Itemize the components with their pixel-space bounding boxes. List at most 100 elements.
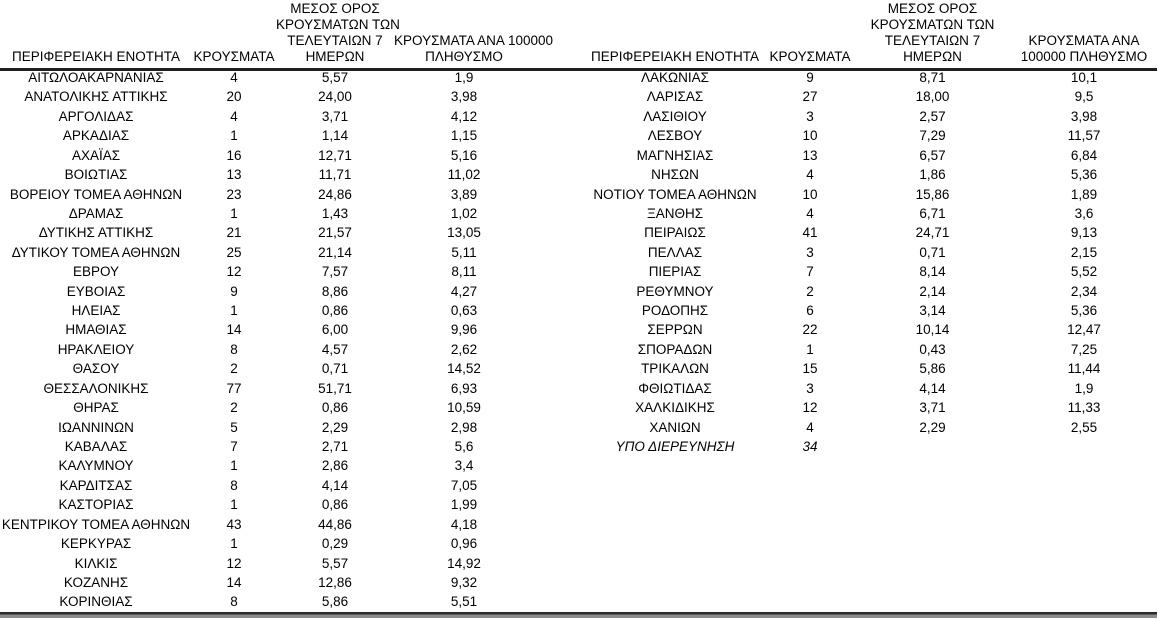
region-cell: ΠΙΕΡΙΑΣ — [648, 264, 702, 280]
per-100k-cell: 1,02 — [450, 205, 478, 221]
avg-7day-cell: 6,57 — [919, 147, 946, 163]
table-row: ΑΝΑΤΟΛΙΚΗΣ ΑΤΤΙΚΗΣ 20 24,00 3,98 — [0, 87, 534, 106]
cases-cell: 3 — [806, 380, 814, 396]
avg-7day-cell: 2,71 — [321, 439, 349, 455]
avg-7day-cell: 3,71 — [919, 400, 946, 416]
per-100k-cell: 8,11 — [451, 264, 477, 280]
table-row: ΥΠΟ ΔΙΕΡΕΥΝΗΣΗ 34 — [585, 437, 1158, 456]
per-100k-cell: 5,36 — [1070, 167, 1098, 183]
table-row: ΚΙΛΚΙΣ 12 5,57 14,92 — [0, 554, 534, 573]
per-100k-cell: 5,16 — [450, 147, 478, 163]
region-cell: ΚΑΛΥΜΝΟΥ — [58, 458, 134, 474]
avg-7day-cell: 24,00 — [318, 89, 352, 105]
region-cell: ΕΥΒΟΙΑΣ — [66, 283, 126, 299]
avg-7day-cell: 24,71 — [915, 225, 950, 241]
cases-cell: 2 — [230, 400, 238, 416]
table-row: ΚΕΡΚΥΡΑΣ 1 0,29 0,96 — [0, 534, 534, 553]
region-cell: ΡΕΘΥΜΝΟΥ — [636, 283, 714, 299]
cases-table-right: ΠΕΡΙΦΕΡΕΙΑΚΗ ΕΝΟΤΗΤΑ ΚΡΟΥΣΜΑΤΑ ΜΕΣΟΣ ΟΡΟ… — [585, 0, 1158, 456]
bottom-border-rule — [0, 612, 1157, 618]
header-divider-rule — [0, 68, 1157, 71]
avg-7day-cell: 18,00 — [915, 89, 950, 105]
cases-cell: 22 — [802, 322, 818, 338]
table-row: ΕΥΒΟΙΑΣ 9 8,86 4,27 — [0, 282, 534, 301]
avg-7day-cell — [855, 437, 1010, 456]
avg-7day-cell: 3,14 — [919, 303, 946, 319]
cases-cell: 1 — [230, 205, 238, 221]
per-100k-cell: 6,93 — [450, 380, 478, 396]
per-100k-cell: 1,99 — [450, 497, 478, 513]
cases-table-left: ΠΕΡΙΦΕΡΕΙΑΚΗ ΕΝΟΤΗΤΑ ΚΡΟΥΣΜΑΤΑ ΜΕΣΟΣ ΟΡΟ… — [0, 0, 553, 612]
per-100k-cell: 3,6 — [1074, 205, 1094, 221]
table-row: ΚΕΝΤΡΙΚΟΥ ΤΟΜΕΑ ΑΘΗΝΩΝ 43 44,86 4,18 — [0, 515, 534, 534]
table-row: ΝΟΤΙΟΥ ΤΟΜΕΑ ΑΘΗΝΩΝ 10 15,86 1,89 — [585, 185, 1158, 204]
avg-7day-cell: 21,57 — [318, 225, 352, 241]
per-100k-cell: 14,52 — [447, 361, 481, 377]
cases-cell: 9 — [806, 70, 814, 85]
region-cell: ΔΡΑΜΑΣ — [68, 205, 124, 221]
region-cell: ΑΡΚΑΔΙΑΣ — [62, 128, 130, 144]
cases-cell: 41 — [802, 225, 818, 241]
region-cell: ΛΕΣΒΟΥ — [647, 128, 703, 144]
region-cell: ΑΧΑΪΑΣ — [71, 147, 121, 163]
cases-table-left-body: ΑΙΤΩΛΟΑΚΑΡΝΑΝΙΑΣ 4 5,57 1,9 ΑΝΑΤΟΛΙΚΗΣ ΑΤΤΙΚ… — [0, 68, 534, 612]
region-cell: ΝΗΣΩΝ — [651, 167, 699, 183]
per-100k-cell: 5,52 — [1070, 264, 1098, 280]
per-100k-cell: 0,63 — [450, 303, 478, 319]
per-100k-cell: 11,44 — [1067, 361, 1101, 377]
avg-7day-cell: 0,86 — [321, 400, 349, 416]
cases-cell: 16 — [226, 147, 242, 163]
table-row: ΒΟΙΩΤΙΑΣ 13 11,71 11,02 — [0, 165, 534, 184]
region-cell: ΡΟΔΟΠΗΣ — [641, 303, 709, 319]
cases-cell: 23 — [226, 186, 242, 202]
col-header-avg-7day: ΜΕΣΟΣ ΟΡΟΣ ΚΡΟΥΣΜΑΤΩΝ ΤΩΝ ΤΕΛΕΥΤΑΙΩΝ 7 Η… — [870, 1, 995, 65]
region-cell: ΚΕΝΤΡΙΚΟΥ ΤΟΜΕΑ ΑΘΗΝΩΝ — [1, 516, 191, 532]
avg-7day-cell: 4,14 — [321, 477, 349, 493]
avg-7day-cell: 2,57 — [919, 108, 946, 124]
table-row: ΣΕΡΡΩΝ 22 10,14 12,47 — [585, 320, 1158, 339]
cases-cell: 7 — [230, 439, 238, 455]
per-100k-cell: 3,98 — [450, 89, 478, 105]
avg-7day-cell: 2,86 — [321, 458, 349, 474]
table-row: ΚΑΡΔΙΤΣΑΣ 8 4,14 7,05 — [0, 476, 534, 495]
cases-cell: 14 — [226, 322, 242, 338]
table-row: ΘΑΣΟΥ 2 0,71 14,52 — [0, 359, 534, 378]
region-cell: ΘΗΡΑΣ — [73, 400, 119, 416]
table-row: ΝΗΣΩΝ 4 1,86 5,36 — [585, 165, 1158, 184]
col-header-per-100k: ΚΡΟΥΣΜΑΤΑ ΑΝΑ 100000 ΠΛΗΘΥΣΜΟ — [394, 33, 553, 65]
table-row: ΛΑΡΙΣΑΣ 27 18,00 9,5 — [585, 87, 1158, 106]
per-100k-cell: 7,25 — [1070, 341, 1098, 357]
region-cell: ΚΟΡΙΝΘΙΑΣ — [59, 594, 133, 610]
avg-7day-cell: 10,14 — [915, 322, 950, 338]
cases-cell: 20 — [226, 89, 242, 105]
cases-cell: 4 — [230, 108, 238, 124]
avg-7day-cell: 8,86 — [321, 283, 349, 299]
col-header-cases: ΚΡΟΥΣΜΑΤΑ — [769, 49, 851, 65]
region-cell: ΦΘΙΩΤΙΔΑΣ — [638, 380, 712, 396]
per-100k-cell: 10,59 — [447, 400, 481, 416]
table-row: ΒΟΡΕΙΟΥ ΤΟΜΕΑ ΑΘΗΝΩΝ 23 24,86 3,89 — [0, 185, 534, 204]
cases-cell: 9 — [230, 283, 238, 299]
region-cell: ΛΑΚΩΝΙΑΣ — [641, 70, 709, 85]
table-row: ΘΕΣΣΑΛΟΝΙΚΗΣ 77 51,71 6,93 — [0, 379, 534, 398]
table-row: ΚΟΖΑΝΗΣ 14 12,86 9,32 — [0, 573, 534, 592]
table-row: ΗΜΑΘΙΑΣ 14 6,00 9,96 — [0, 320, 534, 339]
table-row: ΑΡΚΑΔΙΑΣ 1 1,14 1,15 — [0, 126, 534, 145]
cases-cell: 12 — [226, 264, 242, 280]
cases-table-left-header: ΠΕΡΙΦΕΡΕΙΑΚΗ ΕΝΟΤΗΤΑ ΚΡΟΥΣΜΑΤΑ ΜΕΣΟΣ ΟΡΟ… — [0, 0, 553, 68]
region-cell: ΠΕΙΡΑΙΩΣ — [644, 225, 706, 241]
per-100k-cell: 3,98 — [1070, 108, 1098, 124]
avg-7day-cell: 3,71 — [321, 108, 349, 124]
cases-cell: 13 — [802, 147, 818, 163]
cases-cell: 10 — [802, 128, 818, 144]
region-cell: ΑΙΤΩΛΟΑΚΑΡΝΑΝΙΑΣ — [28, 70, 164, 85]
avg-7day-cell: 1,43 — [321, 205, 349, 221]
avg-7day-cell: 2,29 — [321, 419, 349, 435]
table-row: ΔΡΑΜΑΣ 1 1,43 1,02 — [0, 204, 534, 223]
cases-cell: 15 — [802, 361, 818, 377]
table-row: ΧΑΝΙΩΝ 4 2,29 2,55 — [585, 418, 1158, 437]
table-row: ΚΑΣΤΟΡΙΑΣ 1 0,86 1,99 — [0, 495, 534, 514]
avg-7day-cell: 0,86 — [321, 497, 349, 513]
region-cell: ΞΑΝΘΗΣ — [646, 205, 704, 221]
avg-7day-cell: 1,86 — [919, 167, 946, 183]
